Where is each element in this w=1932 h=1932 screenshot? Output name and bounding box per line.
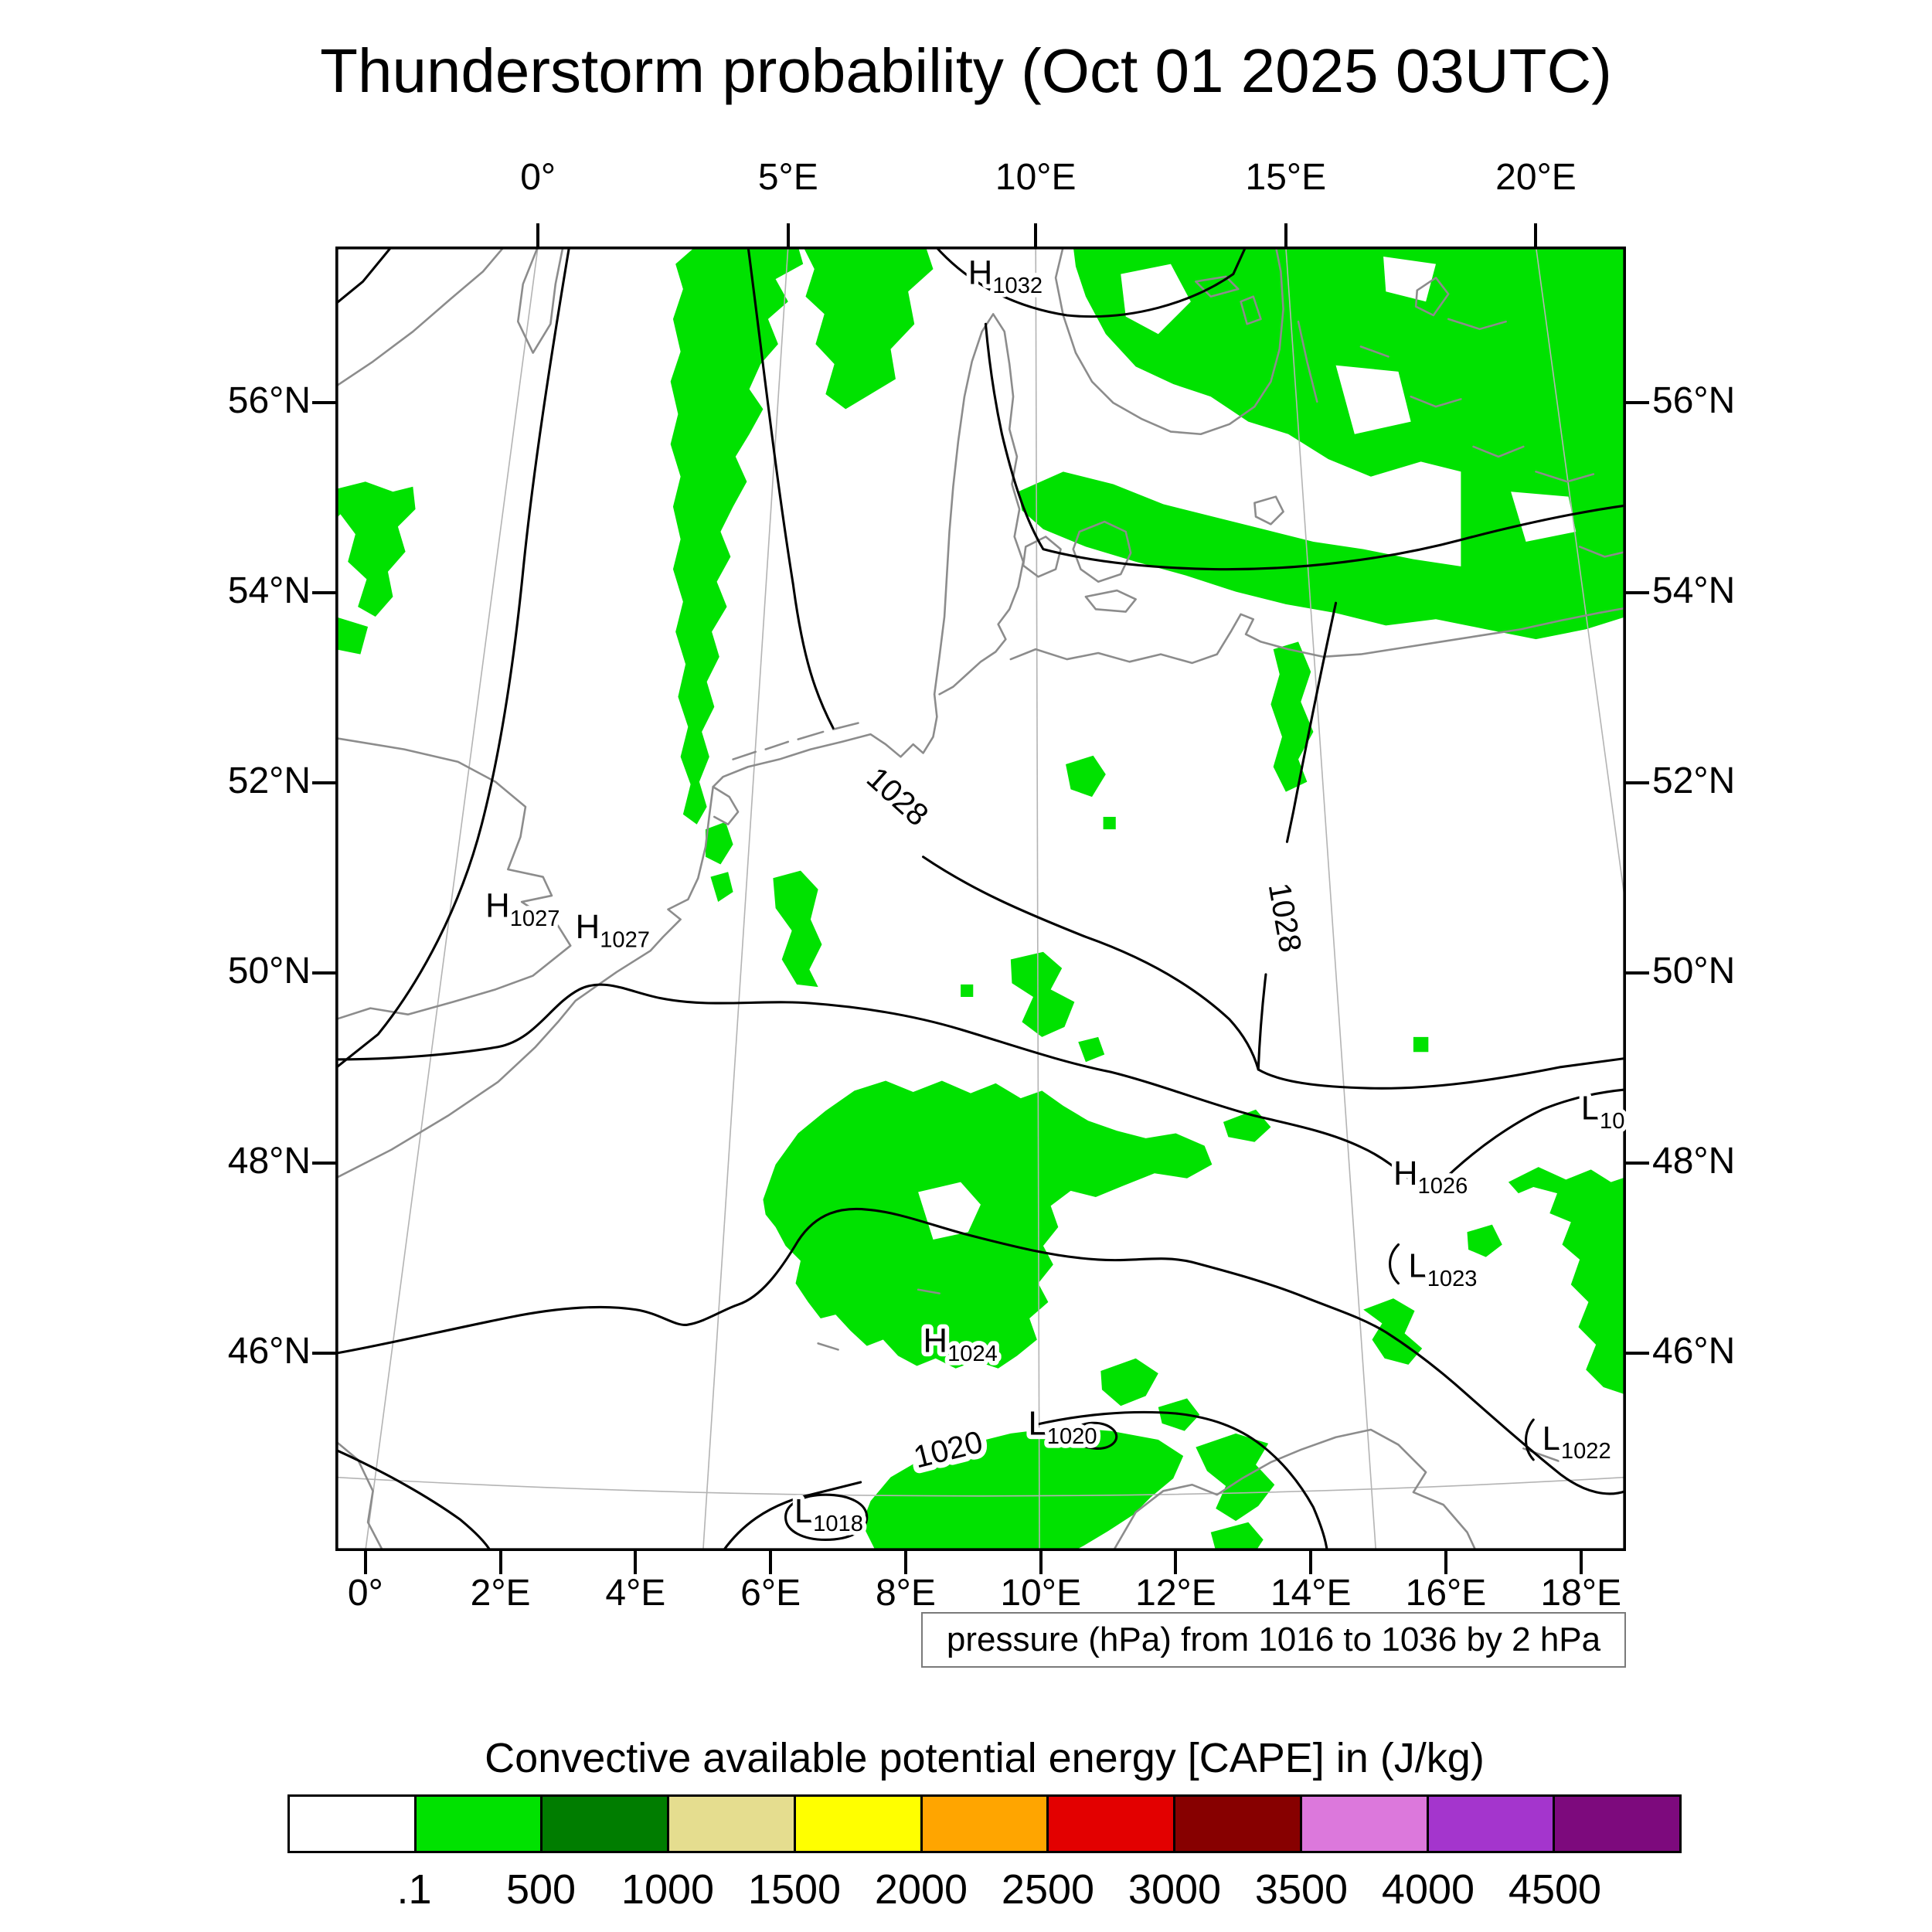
pressure-marker-L-1018: L1018 xyxy=(794,1492,863,1536)
axis-label-bottom-3: 6°E xyxy=(740,1573,801,1614)
axis-label-right-1: 54°N xyxy=(1652,570,1736,612)
axis-tick xyxy=(1626,591,1649,595)
axis-label-left-4: 48°N xyxy=(227,1141,311,1182)
axis-label-left-5: 46°N xyxy=(227,1331,311,1372)
axis-label-bottom-2: 4°E xyxy=(605,1573,666,1614)
axis-tick xyxy=(1309,1551,1313,1574)
isobar-label-1028-1: 1028 xyxy=(1262,880,1309,955)
colorbar-segment-7 xyxy=(1173,1797,1300,1851)
axis-tick xyxy=(634,1551,638,1574)
isobars xyxy=(335,247,1626,1551)
axis-tick xyxy=(1579,1551,1583,1574)
pressure-range-note: pressure (hPa) from 1016 to 1036 by 2 hP… xyxy=(921,1612,1626,1668)
axis-label-right-0: 56°N xyxy=(1652,380,1736,422)
axis-tick xyxy=(498,1551,502,1574)
axis-label-left-1: 54°N xyxy=(227,570,311,612)
axis-tick xyxy=(1284,223,1287,247)
axis-label-bottom-4: 8°E xyxy=(875,1573,936,1614)
axis-label-bottom-7: 14°E xyxy=(1270,1573,1352,1614)
axis-label-right-2: 52°N xyxy=(1652,760,1736,802)
axis-tick xyxy=(786,223,790,247)
pressure-marker-H-1027: H1027 xyxy=(485,886,560,930)
cape-shading xyxy=(335,247,1626,1551)
pressure-marker-H-1026: H1026 xyxy=(1393,1155,1468,1199)
colorbar-segment-5 xyxy=(920,1797,1047,1851)
axis-tick xyxy=(312,1352,335,1355)
axis-label-right-3: 50°N xyxy=(1652,951,1736,992)
map-plot: 1028 1028 1020 H1032 H1027 H1027 H1026 L1023 H10… xyxy=(335,247,1626,1551)
axis-label-bottom-5: 10°E xyxy=(1000,1573,1081,1614)
axis-label-top-3: 15°E xyxy=(1245,157,1327,198)
axis-label-left-3: 50°N xyxy=(227,951,311,992)
axis-label-bottom-6: 12°E xyxy=(1135,1573,1216,1614)
pressure-marker-H-1024: H1024 xyxy=(923,1322,998,1366)
colorbar-tick-label-2: 1000 xyxy=(621,1866,715,1913)
axis-tick xyxy=(312,591,335,595)
axis-label-left-2: 52°N xyxy=(227,760,311,802)
colorbar-segment-4 xyxy=(793,1797,920,1851)
axis-tick xyxy=(1626,971,1649,975)
axis-label-top-0: 0° xyxy=(520,157,556,198)
axis-tick xyxy=(1444,1551,1447,1574)
colorbar-tick-label-7: 3500 xyxy=(1254,1866,1349,1913)
isobar-label-1028-0: 1028 xyxy=(860,760,936,832)
axis-label-bottom-8: 16°E xyxy=(1405,1573,1487,1614)
graticule xyxy=(335,247,1626,1551)
axis-label-right-4: 48°N xyxy=(1652,1141,1736,1182)
axis-tick xyxy=(363,1551,367,1574)
colorbar-tick-label-6: 3000 xyxy=(1128,1866,1222,1913)
colorbar-segment-1 xyxy=(413,1797,541,1851)
axis-tick xyxy=(769,1551,773,1574)
axis-label-top-2: 10°E xyxy=(995,157,1077,198)
colorbar-tick-label-9: 4500 xyxy=(1508,1866,1602,1913)
page-title: Thunderstorm probability (Oct 01 2025 03… xyxy=(320,36,1612,105)
axis-label-left-0: 56°N xyxy=(227,380,311,422)
axis-label-right-5: 46°N xyxy=(1652,1331,1736,1372)
axis-tick xyxy=(1174,1551,1178,1574)
pressure-marker-L-1022: L1022 xyxy=(1543,1420,1611,1464)
colorbar-segment-3 xyxy=(667,1797,794,1851)
axis-label-top-4: 20°E xyxy=(1495,157,1577,198)
colorbar-segment-0 xyxy=(290,1797,414,1851)
colorbar-tick-label-4: 2000 xyxy=(874,1866,968,1913)
axis-label-bottom-9: 18°E xyxy=(1540,1573,1622,1614)
axis-label-bottom-0: 0° xyxy=(347,1573,383,1614)
axis-tick xyxy=(1626,781,1649,785)
colorbar-tick-label-8: 4000 xyxy=(1381,1866,1475,1913)
axis-tick xyxy=(312,781,335,785)
pressure-marker-H-1032: H1032 xyxy=(968,254,1043,298)
axis-tick xyxy=(312,971,335,975)
colorbar-segment-6 xyxy=(1046,1797,1174,1851)
axis-tick xyxy=(1034,223,1038,247)
axis-tick xyxy=(312,1162,335,1165)
colorbar-segment-9 xyxy=(1426,1797,1553,1851)
colorbar-segment-10 xyxy=(1553,1797,1680,1851)
axis-tick xyxy=(1626,401,1649,405)
axis-tick xyxy=(903,1551,907,1574)
axis-label-top-1: 5°E xyxy=(757,157,818,198)
colorbar-tick-label-3: 1500 xyxy=(747,1866,842,1913)
colorbar-segment-2 xyxy=(540,1797,668,1851)
pressure-marker-L-1020: L1020 xyxy=(1028,1404,1097,1448)
colorbar-title: Convective available potential energy [C… xyxy=(485,1735,1485,1781)
axis-tick xyxy=(1626,1162,1649,1165)
cape-colorbar xyxy=(287,1794,1682,1853)
pressure-marker-H-1027: H1027 xyxy=(576,908,650,952)
axis-tick xyxy=(1039,1551,1043,1574)
pressure-marker-L-1023: L1023 xyxy=(1408,1247,1477,1291)
axis-tick xyxy=(312,401,335,405)
map-frame xyxy=(335,247,1626,1551)
colorbar-tick-label-1: 500 xyxy=(505,1866,577,1913)
axis-tick xyxy=(1534,223,1538,247)
axis-label-bottom-1: 2°E xyxy=(470,1573,531,1614)
colorbar-segment-8 xyxy=(1299,1797,1427,1851)
pressure-marker-L-10: L10 xyxy=(1581,1090,1625,1134)
axis-tick xyxy=(536,223,540,247)
colorbar-tick-label-5: 2500 xyxy=(1001,1866,1095,1913)
colorbar-tick-label-0: .1 xyxy=(396,1866,432,1913)
axis-tick xyxy=(1626,1352,1649,1355)
